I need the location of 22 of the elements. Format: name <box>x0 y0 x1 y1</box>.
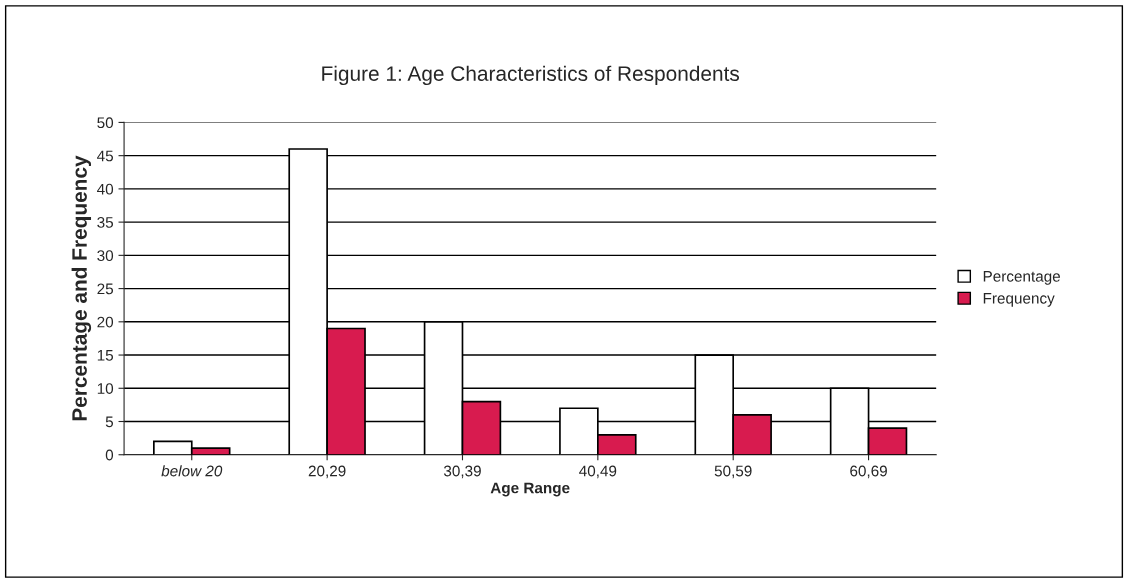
x-tick-label: below 20 <box>161 465 223 477</box>
y-tick-label: 45 <box>97 150 114 162</box>
y-tick-label: 0 <box>105 449 114 461</box>
y-tick-label: 40 <box>97 183 114 195</box>
x-axis-title: Age Range <box>490 482 570 497</box>
y-tick-label: 20 <box>97 316 114 328</box>
chart-title: Figure 1: Age Characteristics of Respondents <box>322 65 740 86</box>
legend-label: Frequency <box>983 293 1055 307</box>
y-tick-label: 10 <box>97 383 114 394</box>
x-tick-label: 60,69 <box>850 465 887 479</box>
y-tick-label: 25 <box>97 283 114 295</box>
x-tick-label: 30,39 <box>443 465 481 479</box>
legend-label: Percentage <box>983 271 1061 285</box>
y-tick-label: 50 <box>97 117 114 129</box>
y-tick-label: 35 <box>97 216 114 228</box>
x-tick-label: 20,29 <box>308 465 346 479</box>
y-axis-title: Percentage and Frequency <box>71 155 92 421</box>
y-tick-label: 30 <box>97 250 114 262</box>
y-tick-label: 5 <box>105 416 114 428</box>
y-tick-label: 15 <box>97 350 114 361</box>
x-tick-label: 50,59 <box>714 465 752 479</box>
x-tick-label: 40,49 <box>579 465 617 479</box>
